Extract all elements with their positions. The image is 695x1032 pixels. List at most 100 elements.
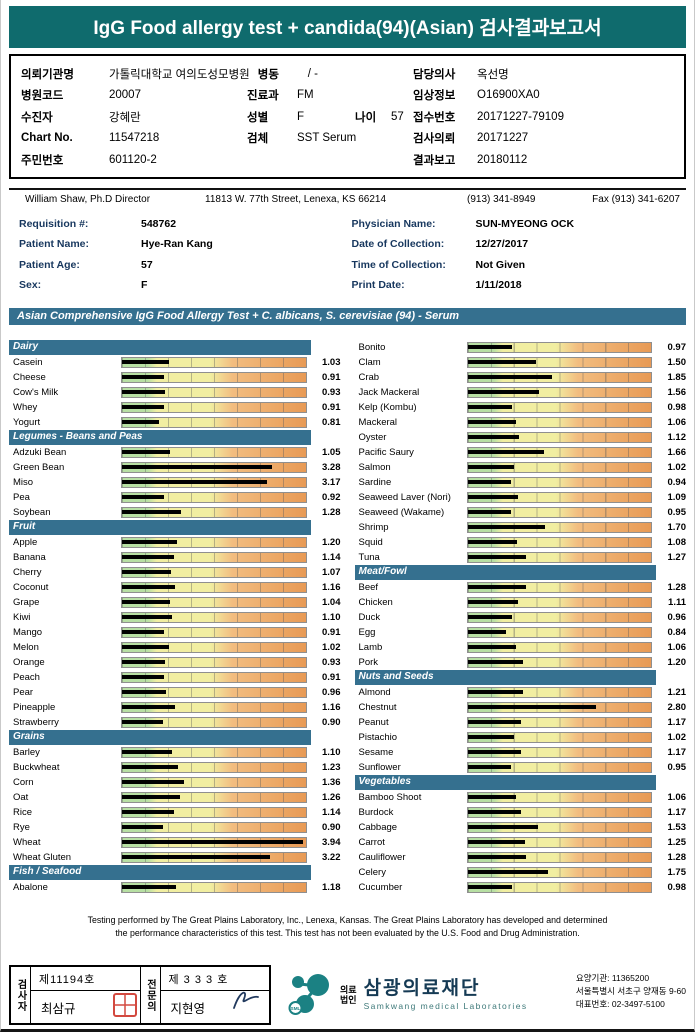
result-bar [121,356,307,368]
result-bar-fill [467,615,512,619]
food-row: Sesame 1.17 [355,745,687,760]
result-value: 1.10 [322,746,341,758]
requisition-value: 1/11/2018 [475,279,522,292]
result-bar [121,461,307,473]
result-value: 1.03 [322,356,341,368]
food-label: Pea [13,491,30,503]
section-header: Nuts and Seeds [354,669,656,685]
contact-line: 대표번호: 02-3497-5100 [575,999,665,1010]
result-bar [121,686,307,698]
result-bar [466,506,652,518]
result-bar [121,506,307,518]
requisition-right: Physician Name: SUN-MYEONG OCK Date of Col… [348,214,687,296]
food-label: Carrot [358,836,385,848]
chart-column-left: Dairy Casein 1.03 Cheese 0.91 Cow's Milk 0.93 W… [9,339,341,895]
certifier-table: 검사자 제11194호 최삼규 전문의 제 3 3 3 호 지현영 [9,965,271,1025]
patient-info-row: 검사의뢰 20171227 [413,128,676,150]
samkwang-logo-icon: SML [288,974,329,1015]
food-row: Wheat 3.94 [9,835,341,850]
food-label: Cauliflower [358,851,406,863]
org-prefix-top: 의료 [340,984,357,995]
result-bar-fill [122,360,170,364]
food-row: Miso 3.17 [9,475,341,490]
result-bar [121,491,307,503]
result-bar [121,371,307,383]
food-label: Whey [13,401,38,413]
result-value: 1.09 [667,491,687,503]
result-bar-fill [467,840,525,844]
result-bar [466,491,652,503]
result-bar [466,461,652,473]
result-bar-fill [122,615,173,619]
result-bar-fill [122,720,164,724]
result-bar-fill [467,375,553,379]
disclaimer: Testing performed by The Great Plains La… [1,914,694,940]
result-bar-fill [467,600,519,604]
food-row: Clam 1.50 [355,355,686,370]
result-value: 1.17 [667,746,687,758]
result-value: 0.90 [322,716,341,728]
info-value: SST Serum [297,132,357,145]
result-bar [121,806,307,818]
result-bar-fill [467,630,507,634]
food-label: Cheese [13,371,46,383]
food-row: Carrot 1.25 [355,835,686,850]
result-bar [121,851,307,863]
food-row: Cabbage 1.53 [355,820,686,835]
food-row: Wheat Gluten 3.22 [9,850,341,865]
result-value: 1.18 [322,881,341,893]
result-bar [121,791,307,803]
info-label: 의뢰기관명 [21,68,74,81]
result-bar [466,596,652,608]
food-label: Sardine [358,476,392,488]
examiner-cert-no: 제11194호 [31,967,140,991]
food-label: Mango [13,626,43,638]
result-value: 1.02 [322,641,341,653]
test-title: Asian Comprehensive IgG Food Allergy Tes… [17,309,460,322]
result-bar [121,671,307,683]
result-value: 1.23 [322,761,341,773]
food-row: Rice 1.14 [9,805,341,820]
result-bar-fill [122,765,179,769]
result-value: 2.80 [667,701,687,713]
result-bar-fill [467,855,527,859]
requisition-label: Physician Name: [351,217,436,230]
result-bar-fill [122,375,164,379]
contact-line: 요양기관: 11365200 [575,973,650,983]
patient-info-row: 의뢰기관명 가톨릭대학교 여의도성모병원 병동 / - [21,63,413,85]
info-label: 임상정보 [413,90,456,103]
info-label: 병원코드 [21,90,64,103]
result-value: 0.96 [667,611,687,623]
info-value: / - [307,67,318,80]
info-value: 20180112 [477,153,528,166]
result-bar-fill [467,540,518,544]
food-row: Oyster 1.12 [355,430,687,445]
result-bar-fill [122,450,171,454]
food-row: Rye 0.90 [9,820,341,835]
org-contact-info: 요양기관: 11365200 서울특별시 서초구 양재동 9-60 대표번호: … [576,965,686,1025]
result-bar-fill [122,825,164,829]
result-bar-fill [467,420,517,424]
result-value: 1.12 [667,431,687,443]
result-value: 0.90 [322,821,341,833]
result-value: 0.94 [667,476,687,488]
requisition-value: 12/27/2017 [475,238,529,251]
result-value: 1.07 [322,566,341,578]
lab-director: William Shaw, Ph.D Director [25,193,151,205]
food-label: Barley [13,746,40,758]
specialist-name-row: 지현영 [161,991,270,1023]
section-header: Vegetables [354,774,656,790]
food-row: Kiwi 1.10 [9,610,341,625]
food-row: Duck 0.96 [355,610,687,625]
food-label: Pineapple [13,701,56,713]
food-label: Yogurt [13,416,41,428]
result-bar-fill [122,600,170,604]
result-bar-fill [122,750,173,754]
section-header: Legumes - Beans and Peas [9,429,311,445]
result-bar-fill [467,510,512,514]
food-label: Sunflower [358,761,401,773]
result-bar-fill [467,465,515,469]
food-label: Sesame [358,746,394,758]
food-row: Crab 1.85 [355,370,686,385]
result-bar [466,746,652,758]
